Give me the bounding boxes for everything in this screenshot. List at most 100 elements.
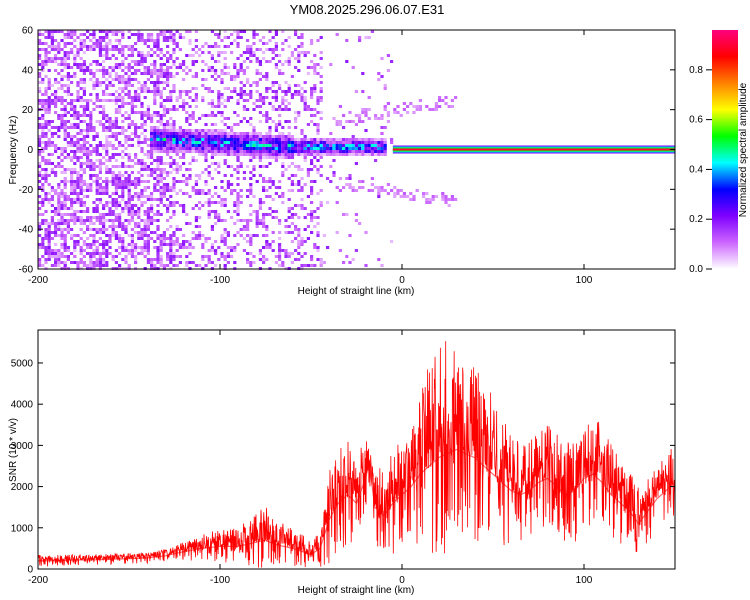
spectrogram-cell [95,246,99,249]
spectrogram-cell [207,204,211,207]
x-tick-label: -100 [210,275,230,286]
spectrogram-cell [210,147,214,150]
spectrogram-cell [150,162,154,165]
spectrogram-cell [47,129,51,132]
spectrogram-cell [409,192,413,195]
spectrogram-cell [210,111,214,114]
spectrogram-cell [146,66,150,69]
spectrogram-cell [105,186,109,189]
spectrogram-cell [175,108,179,111]
spectrogram-cell [124,249,128,252]
spectrogram-cell [114,99,118,102]
spectrogram-cell [105,84,109,87]
spectrogram-cell [297,114,301,117]
spectrogram-cell [297,144,301,147]
spectrogram-cell [44,162,48,165]
spectrogram-cell [60,252,64,255]
spectrogram-cell [38,63,42,66]
spectrogram-cell [105,252,109,255]
spectrogram-cell [297,93,301,96]
spectrogram-cell [47,60,51,63]
spectrogram-cell [82,66,86,69]
spectrogram-cell [95,96,99,99]
spectrogram-cell [98,264,102,267]
spectrogram-cell [98,48,102,51]
spectrogram-cell [153,66,157,69]
spectrogram-cell [86,126,90,129]
spectrogram-cell [246,228,250,231]
spectrogram-cell [207,174,211,177]
spectrogram-cell [178,243,182,246]
spectrogram-cell [66,180,70,183]
spectrogram-cell [172,168,176,171]
spectrogram-cell [159,150,163,153]
spectrogram-cell [172,120,176,123]
spectrogram-cell [79,189,83,192]
spectrogram-cell [233,111,237,114]
spectrogram-cell [60,192,64,195]
spectrogram-cell [140,102,144,105]
spectrogram-cell [210,201,214,204]
spectrogram-cell [226,231,230,234]
spectrogram-cell [89,234,93,237]
spectrogram-cell [76,180,80,183]
spectrogram-cell [143,246,147,249]
spectrogram-cell [124,261,128,264]
spectrogram-cell [268,156,272,159]
spectrogram-cell [44,75,48,78]
spectrogram-cell [162,237,166,240]
spectrogram-cell [374,150,378,153]
spectrogram-cell [310,213,314,216]
spectrogram-cell [159,156,163,159]
spectrogram-cell [134,225,138,228]
spectrogram-cell [220,93,224,96]
spectrogram-cell [198,135,202,138]
spectrogram-cell [50,36,54,39]
spectrogram-cell [319,174,323,177]
spectrogram-cell [156,54,160,57]
spectrogram-cell [338,150,342,153]
spectrogram-cell [143,123,147,126]
spectrogram-cell [191,237,195,240]
spectrogram-cell [54,252,58,255]
y-tick-label: 5000 [11,358,34,369]
spectrogram-cell [220,72,224,75]
spectrogram-cell [310,144,314,147]
spectrogram-cell [156,177,160,180]
spectrogram-cell [156,111,160,114]
spectrogram-cell [89,114,93,117]
spectrogram-cell [156,93,160,96]
y-tick-label: 0 [27,565,33,576]
spectrogram-cell [172,159,176,162]
spectrogram-cell [57,234,61,237]
spectrogram-cell [230,153,234,156]
spectrogram-cell [166,228,170,231]
spectrogram-cell [105,264,109,267]
spectrogram-x-ticks: -200 -100 0 100 [28,30,593,286]
spectrogram-cell [294,111,298,114]
spectrogram-cell [166,120,170,123]
spectrogram-cell [153,81,157,84]
spectrogram-cell [294,213,298,216]
spectrogram-cell [140,111,144,114]
spectrogram-cell [290,222,294,225]
spectrogram-cell [258,111,262,114]
spectrogram-cell [284,60,288,63]
spectrogram-cell [338,153,342,156]
spectrogram-cell [265,138,269,141]
spectrogram-cell [255,105,259,108]
spectrogram-cell [111,198,115,201]
spectrogram-cell [175,165,179,168]
spectrogram-cell [230,138,234,141]
spectrogram-cell [367,147,371,150]
spectrogram-cell [252,33,256,36]
spectrogram-cell [166,96,170,99]
spectrogram-cell [412,105,416,108]
spectrogram-cell [130,252,134,255]
spectrogram-cell [121,75,125,78]
spectrogram-cell [146,156,150,159]
spectrogram-cell [239,141,243,144]
spectrogram-cell [146,87,150,90]
spectrogram-cell [239,30,243,33]
spectrogram-cell [38,258,42,261]
